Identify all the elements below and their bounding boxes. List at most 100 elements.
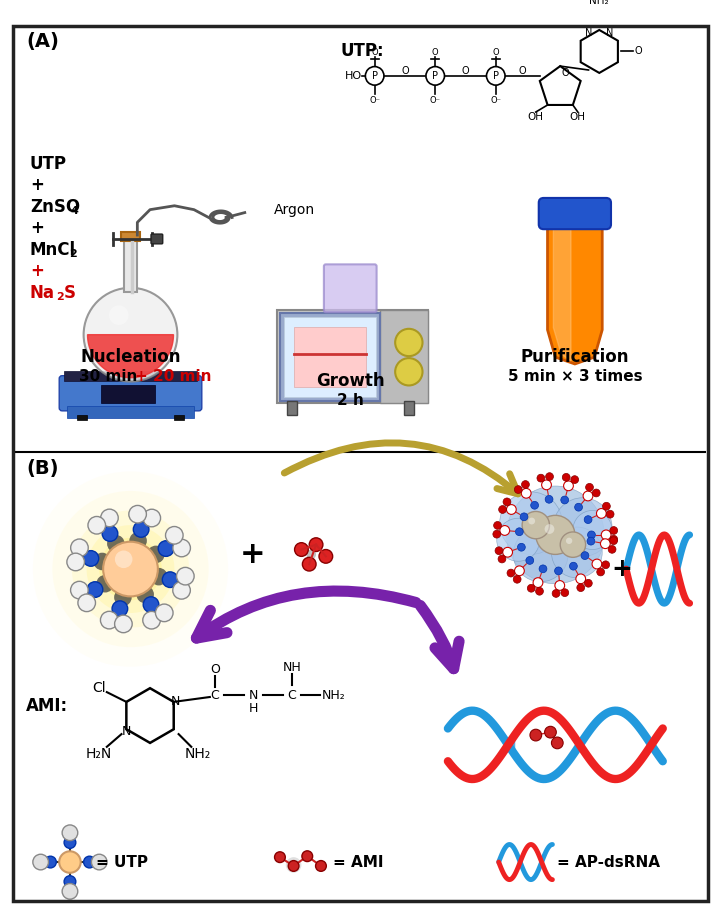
Circle shape: [78, 594, 95, 612]
Circle shape: [503, 547, 513, 557]
Polygon shape: [547, 222, 602, 364]
Circle shape: [92, 854, 107, 870]
Text: N: N: [171, 696, 180, 708]
Circle shape: [587, 537, 595, 545]
Circle shape: [536, 516, 575, 554]
Circle shape: [64, 876, 76, 888]
Circle shape: [577, 583, 585, 592]
Circle shape: [592, 559, 602, 569]
Circle shape: [115, 615, 132, 632]
Text: O⁻: O⁻: [430, 96, 441, 105]
Circle shape: [495, 547, 503, 554]
Text: H: H: [249, 702, 259, 715]
Text: NH₂: NH₂: [590, 0, 609, 5]
Bar: [404, 401, 414, 415]
Circle shape: [83, 551, 99, 566]
Circle shape: [539, 565, 547, 573]
Bar: [124, 238, 137, 292]
Circle shape: [593, 489, 600, 496]
Circle shape: [552, 527, 602, 578]
Circle shape: [99, 538, 162, 601]
Text: H₂N: H₂N: [86, 747, 112, 761]
Bar: [67, 406, 194, 418]
Circle shape: [62, 825, 78, 841]
Text: +: +: [30, 219, 44, 237]
Bar: [277, 310, 428, 403]
Circle shape: [288, 861, 299, 872]
Circle shape: [295, 543, 309, 556]
Text: 30 min: 30 min: [79, 369, 142, 384]
Circle shape: [555, 581, 565, 591]
Circle shape: [544, 727, 557, 738]
Circle shape: [584, 516, 592, 524]
Text: 2 h: 2 h: [337, 392, 363, 408]
Circle shape: [609, 545, 616, 554]
Circle shape: [560, 532, 585, 557]
Circle shape: [494, 522, 501, 529]
Circle shape: [84, 856, 95, 868]
Text: Growth: Growth: [316, 371, 384, 390]
Circle shape: [87, 525, 174, 613]
Circle shape: [527, 584, 535, 593]
Text: 5 min × 3 times: 5 min × 3 times: [508, 369, 642, 384]
Circle shape: [541, 480, 552, 490]
Text: +: +: [611, 557, 632, 581]
Circle shape: [103, 542, 158, 596]
Circle shape: [597, 568, 605, 576]
Text: NH₂: NH₂: [185, 747, 211, 761]
Bar: [379, 310, 428, 403]
Text: O: O: [461, 66, 469, 76]
Circle shape: [275, 852, 286, 863]
Circle shape: [573, 510, 612, 550]
Circle shape: [366, 66, 384, 85]
Bar: [287, 401, 296, 415]
Circle shape: [114, 589, 132, 606]
Text: O: O: [401, 66, 409, 76]
Text: OH: OH: [570, 111, 585, 122]
Circle shape: [561, 496, 569, 504]
Circle shape: [518, 544, 526, 551]
Circle shape: [156, 604, 173, 622]
Circle shape: [500, 492, 562, 554]
Circle shape: [487, 66, 505, 85]
Text: OH: OH: [528, 111, 544, 122]
Text: (A): (A): [26, 33, 59, 51]
Circle shape: [601, 530, 611, 540]
Text: S: S: [64, 284, 76, 302]
Circle shape: [115, 551, 133, 568]
Circle shape: [166, 526, 183, 545]
Text: NH: NH: [283, 661, 301, 674]
Text: +: +: [30, 177, 44, 194]
Text: O: O: [371, 48, 378, 57]
Circle shape: [583, 491, 593, 501]
Text: HO: HO: [345, 71, 362, 81]
Circle shape: [316, 861, 327, 872]
Text: N: N: [585, 28, 592, 38]
Circle shape: [581, 552, 589, 560]
Circle shape: [499, 506, 506, 514]
Text: P: P: [492, 71, 499, 81]
Circle shape: [528, 517, 535, 525]
Circle shape: [554, 567, 562, 574]
Circle shape: [516, 528, 523, 535]
Circle shape: [497, 518, 540, 561]
Text: O: O: [492, 48, 499, 57]
Circle shape: [575, 504, 583, 511]
Circle shape: [395, 358, 423, 385]
Circle shape: [67, 554, 84, 571]
Text: = AP-dsRNA: = AP-dsRNA: [557, 854, 660, 870]
Circle shape: [513, 527, 568, 582]
Circle shape: [507, 486, 604, 583]
Circle shape: [87, 582, 103, 597]
Circle shape: [101, 509, 118, 526]
Circle shape: [545, 496, 553, 503]
Circle shape: [112, 601, 128, 616]
Circle shape: [506, 505, 516, 515]
Text: +: +: [30, 262, 44, 280]
Circle shape: [72, 510, 189, 628]
Text: C: C: [211, 689, 219, 701]
Circle shape: [71, 582, 88, 599]
Text: O: O: [210, 663, 220, 676]
Circle shape: [564, 481, 573, 491]
Circle shape: [59, 852, 81, 872]
